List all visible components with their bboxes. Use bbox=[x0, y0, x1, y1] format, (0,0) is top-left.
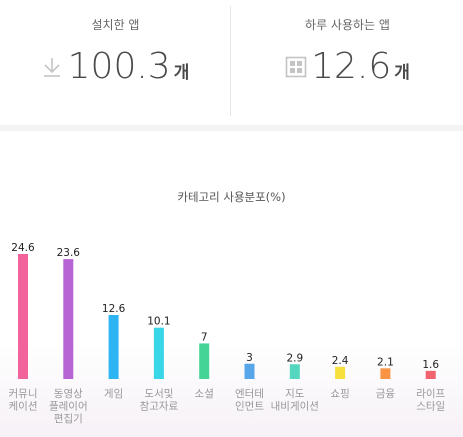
category-label-0: 커뮤니 케이션 bbox=[9, 388, 38, 413]
bar-8 bbox=[380, 368, 391, 379]
bar-9 bbox=[425, 370, 436, 379]
bar-value-label-3: 10.1 bbox=[147, 316, 170, 328]
bar-5 bbox=[244, 363, 255, 379]
category-label-1: 동영상 플레이어 편집기 bbox=[49, 388, 88, 425]
installed-apps-row: 100.3 개 bbox=[0, 46, 231, 87]
category-label-3: 도서및 참고자료 bbox=[140, 388, 179, 413]
bar-value-label-5: 3 bbox=[246, 352, 253, 364]
bar-value-label-9: 1.6 bbox=[422, 359, 439, 371]
download-arrow-icon bbox=[42, 56, 62, 78]
bar-value-label-0: 24.6 bbox=[11, 242, 35, 254]
installed-apps-unit: 개 bbox=[173, 63, 190, 83]
bar-2 bbox=[108, 314, 119, 379]
app-grid-icon bbox=[285, 56, 307, 78]
bar-6 bbox=[289, 364, 300, 379]
bar-7 bbox=[335, 366, 346, 379]
category-label-6: 지도 내비게이션 bbox=[271, 388, 319, 413]
daily-apps-unit: 개 bbox=[394, 63, 410, 83]
daily-apps-value: 12.6 bbox=[311, 46, 392, 87]
installed-apps-label: 설치한 앱 bbox=[91, 18, 140, 32]
bar-1 bbox=[63, 259, 74, 379]
section-separator bbox=[0, 125, 463, 131]
category-label-5: 엔터테 인먼트 bbox=[235, 388, 264, 413]
bar-value-label-7: 2.4 bbox=[332, 355, 349, 367]
chart-title: 카테고리 사용분포(%) bbox=[177, 190, 286, 204]
bar-value-label-2: 12.6 bbox=[102, 303, 126, 315]
daily-apps-row: 12.6 개 bbox=[232, 46, 463, 87]
category-label-8: 금융 bbox=[376, 388, 396, 400]
installed-apps-stat: 설치한 앱 100.3 개 bbox=[0, 0, 231, 125]
category-label-7: 쇼핑 bbox=[330, 388, 349, 400]
bar-0 bbox=[18, 254, 28, 379]
category-label-9: 라이프 스타일 bbox=[416, 388, 445, 413]
bar-3 bbox=[153, 327, 164, 379]
category-chart-section: 카테고리 사용분포(%) 24.6 커뮤니 케이션 23.6 동영상 플레이어 편집기 12.… bbox=[0, 131, 463, 437]
bar-value-label-6: 2.9 bbox=[286, 352, 303, 364]
stats-divider bbox=[230, 6, 231, 116]
category-label-2: 게임 bbox=[104, 387, 123, 400]
daily-apps-stat: 하루 사용하는 앱 12.6 개 bbox=[232, 0, 463, 125]
bar-value-label-1: 23.6 bbox=[57, 247, 81, 259]
bar-4 bbox=[199, 343, 210, 379]
category-label-4: 소셜 bbox=[195, 388, 214, 400]
category-usage-chart: 24.6 커뮤니 케이션 23.6 동영상 플레이어 편집기 12.6 게임 10.1 도서및 참고자… bbox=[9, 242, 446, 425]
installed-apps-value: 100.3 bbox=[67, 46, 171, 87]
bar-value-label-4: 7 bbox=[201, 331, 208, 343]
daily-apps-label: 하루 사용하는 앱 bbox=[305, 18, 390, 32]
bar-value-label-8: 2.1 bbox=[377, 356, 394, 368]
app-stats-panel: 설치한 앱 100.3 개 하루 사용하는 앱 bbox=[0, 0, 463, 125]
